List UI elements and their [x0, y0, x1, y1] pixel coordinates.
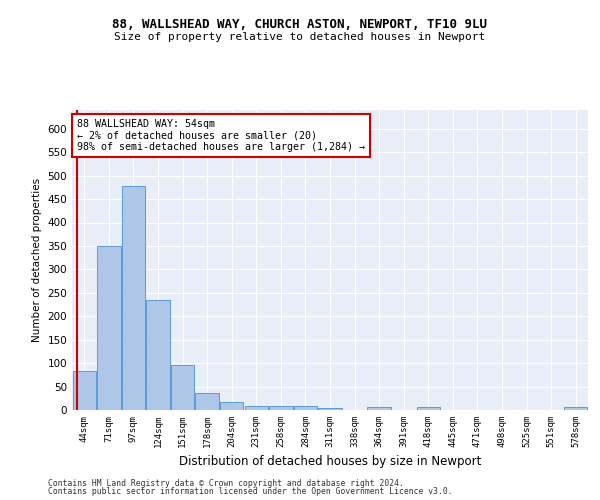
- Bar: [367, 406, 391, 410]
- Bar: [97, 246, 121, 410]
- Text: 88, WALLSHEAD WAY, CHURCH ASTON, NEWPORT, TF10 9LU: 88, WALLSHEAD WAY, CHURCH ASTON, NEWPORT…: [113, 18, 487, 30]
- Bar: [196, 392, 219, 410]
- Text: 88 WALLSHEAD WAY: 54sqm
← 2% of detached houses are smaller (20)
98% of semi-det: 88 WALLSHEAD WAY: 54sqm ← 2% of detached…: [77, 119, 365, 152]
- Y-axis label: Number of detached properties: Number of detached properties: [32, 178, 42, 342]
- Text: Size of property relative to detached houses in Newport: Size of property relative to detached ho…: [115, 32, 485, 42]
- Text: Contains public sector information licensed under the Open Government Licence v3: Contains public sector information licen…: [48, 487, 452, 496]
- Bar: [294, 406, 317, 410]
- Bar: [245, 406, 268, 410]
- Bar: [146, 300, 170, 410]
- Bar: [564, 407, 587, 410]
- Bar: [416, 407, 440, 410]
- Bar: [220, 402, 244, 410]
- Bar: [122, 186, 145, 410]
- Bar: [319, 408, 341, 410]
- Bar: [73, 370, 96, 410]
- Bar: [171, 364, 194, 410]
- Text: Contains HM Land Registry data © Crown copyright and database right 2024.: Contains HM Land Registry data © Crown c…: [48, 478, 404, 488]
- Bar: [269, 406, 293, 410]
- X-axis label: Distribution of detached houses by size in Newport: Distribution of detached houses by size …: [179, 456, 481, 468]
